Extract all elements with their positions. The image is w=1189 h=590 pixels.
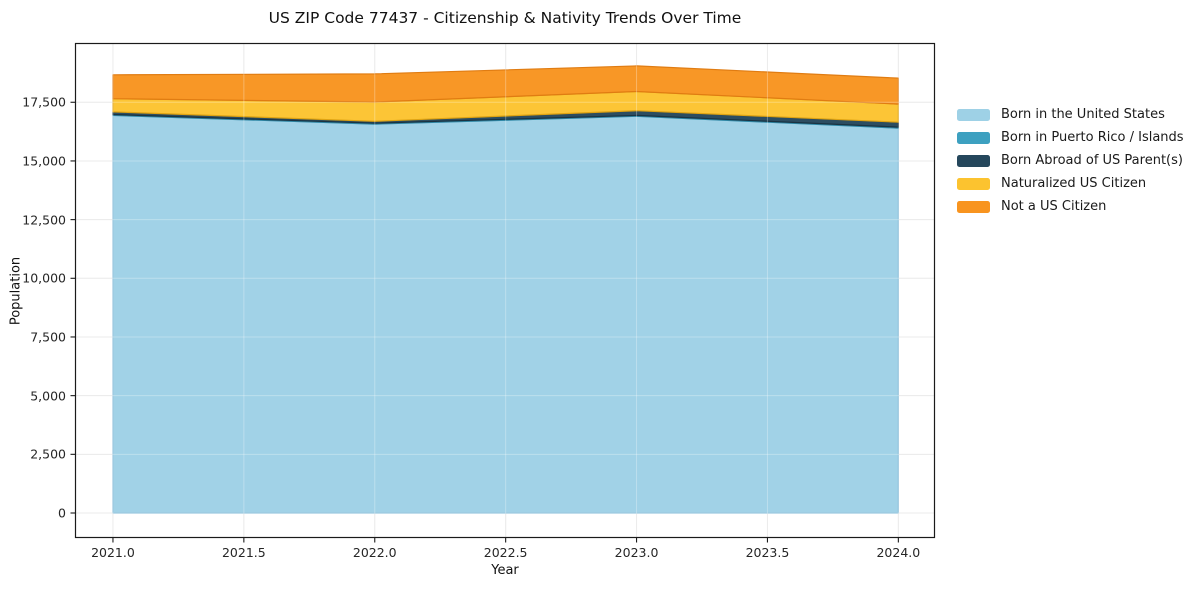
legend: Born in the United States Born in Puerto … <box>957 103 1184 218</box>
legend-label: Born in the United States <box>1001 107 1165 122</box>
legend-label: Born Abroad of US Parent(s) <box>1001 153 1183 168</box>
legend-item: Born in the United States <box>957 103 1184 126</box>
legend-label: Born in Puerto Rico / Islands <box>1001 130 1184 145</box>
legend-item: Born in Puerto Rico / Islands <box>957 126 1184 149</box>
legend-item: Born Abroad of US Parent(s) <box>957 149 1184 172</box>
legend-swatch-icon <box>957 108 990 121</box>
x-tick-label: 2023.5 <box>745 545 790 560</box>
chart-title: US ZIP Code 77437 - Citizenship & Nativi… <box>268 9 742 27</box>
y-tick-label: 0 <box>58 505 66 521</box>
x-tick-label: 2022.0 <box>352 545 397 560</box>
tick-marks <box>70 101 899 543</box>
x-tick-label: 2021.0 <box>91 545 135 560</box>
x-tick-label: 2024.0 <box>876 545 921 560</box>
area-series-4 <box>112 65 899 105</box>
legend-swatch-icon <box>957 131 990 144</box>
legend-swatch-icon <box>957 154 990 167</box>
y-tick-label: 7,500 <box>30 329 66 345</box>
legend-swatch-icon <box>957 177 990 190</box>
y-tick-label: 5,000 <box>30 388 66 404</box>
y-tick-label: 10,000 <box>22 270 66 286</box>
y-tick-label: 15,000 <box>22 153 66 169</box>
x-axis-label: Year <box>491 563 519 578</box>
x-tick-label: 2023.0 <box>614 545 659 560</box>
plot-frame <box>74 42 936 539</box>
x-tick-label: 2021.5 <box>221 545 266 560</box>
y-tick-label: 2,500 <box>30 446 66 462</box>
legend-item: Naturalized US Citizen <box>957 172 1184 195</box>
plot-group <box>70 42 936 543</box>
gridlines-overlay <box>75 43 935 538</box>
legend-label: Naturalized US Citizen <box>1001 176 1147 191</box>
y-tick-label: 12,500 <box>22 212 66 228</box>
y-tick-label: 17,500 <box>22 94 66 110</box>
legend-label: Not a US Citizen <box>1001 199 1107 214</box>
legend-item: Not a US Citizen <box>957 195 1184 218</box>
y-axis-label: Population <box>8 256 24 326</box>
x-tick-label: 2022.5 <box>483 545 528 560</box>
legend-swatch-icon <box>957 200 990 213</box>
